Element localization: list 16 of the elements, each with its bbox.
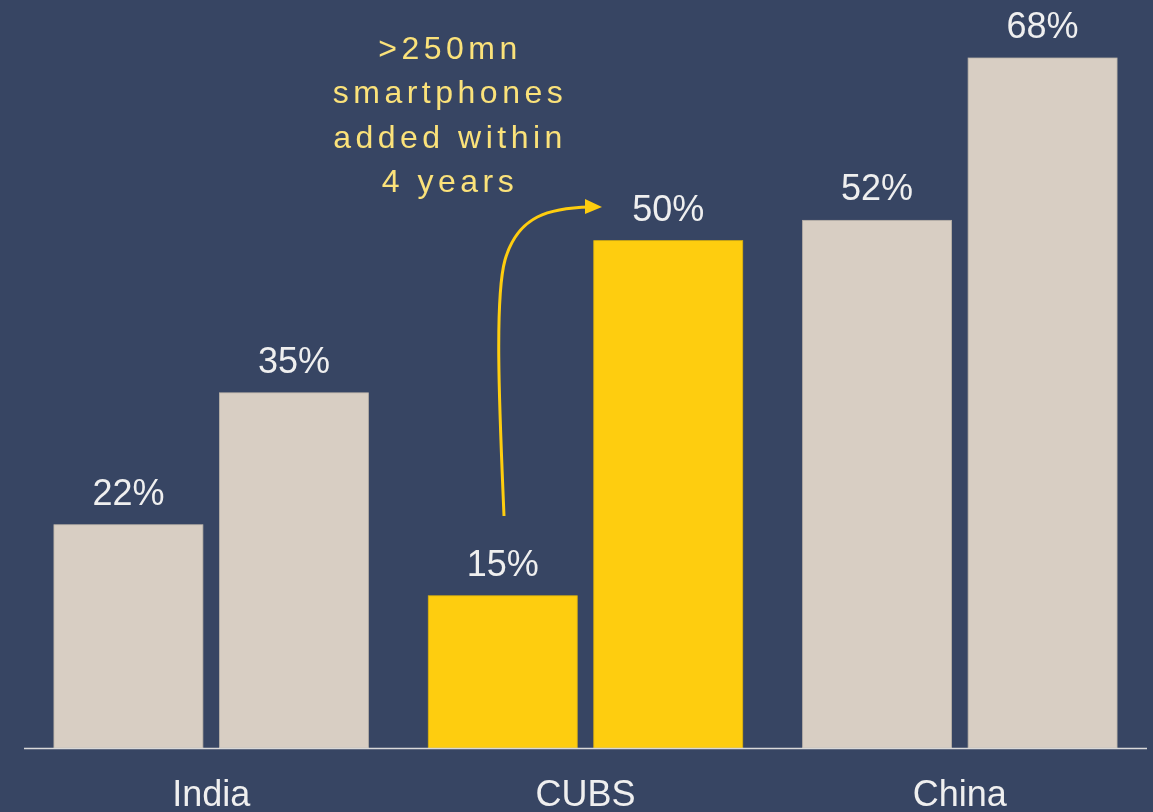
x-tick-label: India xyxy=(172,773,252,812)
data-label: 22% xyxy=(92,471,165,513)
bar xyxy=(53,524,204,749)
bar xyxy=(427,595,578,749)
bar xyxy=(967,57,1118,749)
data-label: 35% xyxy=(257,339,330,381)
bar xyxy=(219,392,369,749)
data-label: 52% xyxy=(841,167,914,209)
data-label: 50% xyxy=(632,187,705,229)
bar xyxy=(593,240,744,749)
annotation: >250mn smartphones added within 4 years xyxy=(332,30,568,199)
bar xyxy=(802,219,952,749)
data-label: 15% xyxy=(466,542,539,584)
data-label: 68% xyxy=(1006,5,1079,46)
x-tick-label: CUBS xyxy=(535,773,636,812)
x-tick-label: China xyxy=(912,773,1008,812)
